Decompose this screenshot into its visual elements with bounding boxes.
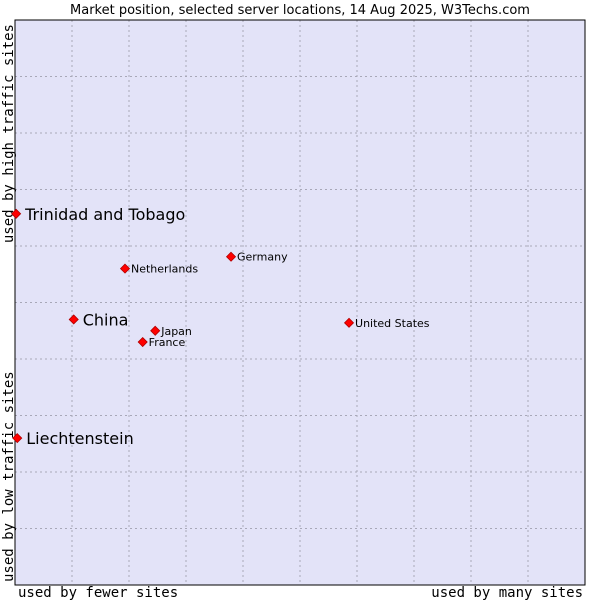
data-point-liechtenstein: Liechtenstein	[12, 429, 134, 448]
point-marker	[343, 317, 355, 328]
point-marker	[119, 263, 131, 274]
data-point-japan: Japan	[150, 325, 192, 338]
point-label: China	[83, 310, 129, 329]
point-marker	[137, 336, 148, 348]
x-axis-label-right: used by many sites	[431, 585, 583, 600]
point-label: France	[149, 336, 186, 349]
data-point-netherlands: Netherlands	[119, 263, 198, 276]
data-points: Trinidad and Tobago Germany Netherlands Chi…	[11, 205, 430, 448]
point-label: Trinidad and Tobago	[24, 205, 185, 224]
data-point-france: France	[137, 336, 186, 349]
point-marker	[68, 314, 79, 325]
point-marker	[225, 251, 237, 262]
grid-lines	[15, 20, 585, 585]
x-axis-label-left: used by fewer sites	[18, 585, 178, 600]
point-label: Japan	[160, 325, 192, 338]
data-point-united-states: United States	[343, 317, 430, 330]
data-point-china: China	[68, 310, 129, 329]
data-point-germany: Germany	[225, 251, 288, 264]
point-marker	[12, 433, 23, 444]
point-marker	[150, 325, 161, 336]
plot-frame	[14, 19, 586, 586]
point-label: Netherlands	[131, 263, 198, 276]
point-label: Liechtenstein	[26, 429, 133, 448]
point-label: Germany	[237, 251, 288, 264]
data-point-trinidad-and-tobago: Trinidad and Tobago	[11, 205, 185, 224]
chart-title: Market position, selected server locatio…	[70, 3, 530, 18]
point-marker	[11, 208, 22, 219]
y-axis-label-bottom: used by low traffic sites	[1, 371, 17, 582]
point-label: United States	[355, 317, 430, 330]
y-axis-label-top: used by high traffic sites	[1, 24, 17, 243]
